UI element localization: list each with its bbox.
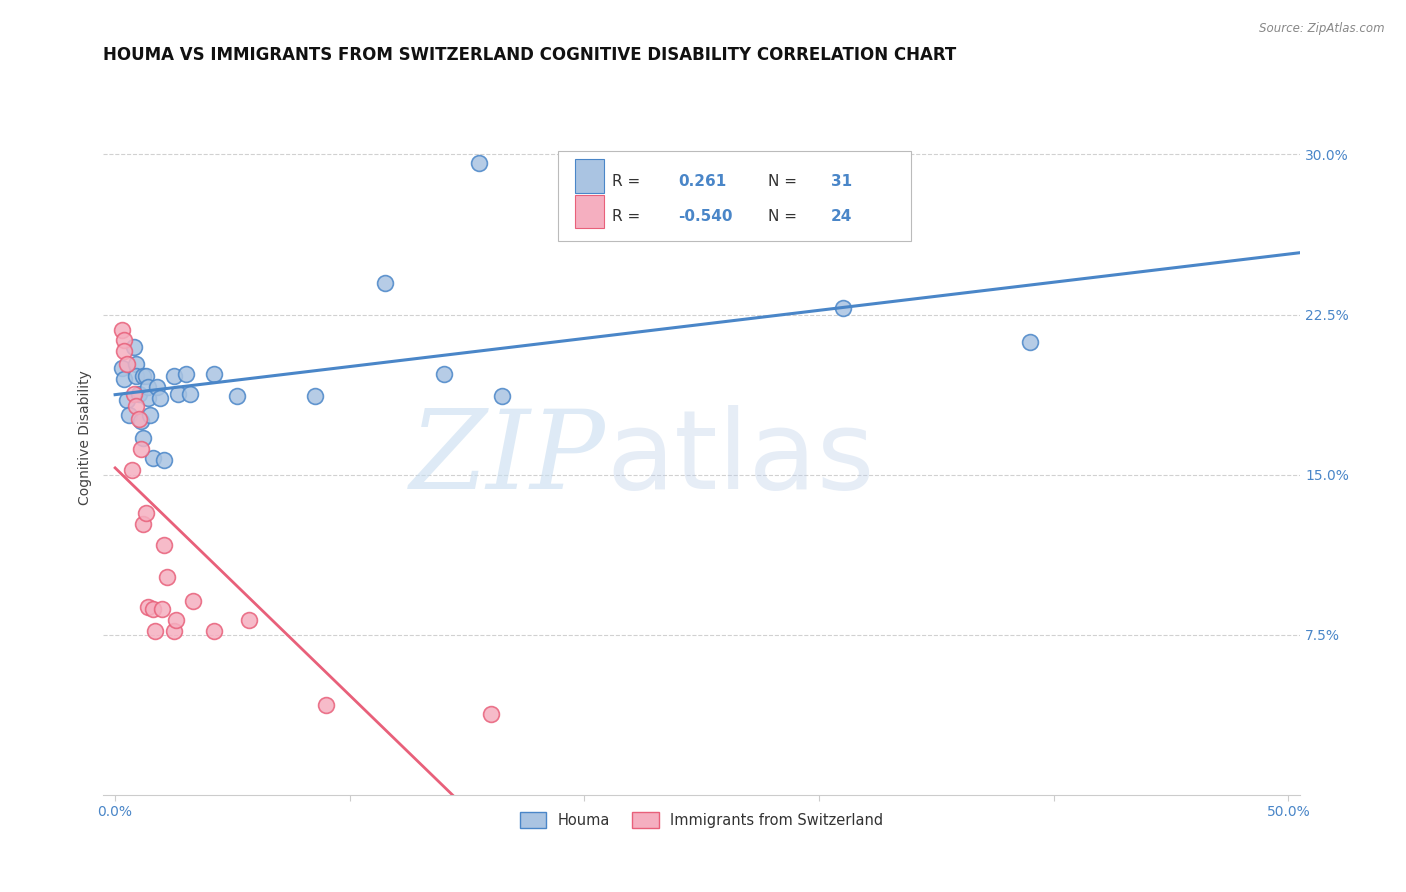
Point — [136, 391, 159, 405]
Point — [142, 450, 165, 465]
Point — [129, 442, 152, 456]
Legend: Houma, Immigrants from Switzerland: Houma, Immigrants from Switzerland — [515, 805, 889, 834]
Point — [121, 463, 143, 477]
Point — [115, 357, 138, 371]
Point — [315, 698, 337, 713]
Point — [181, 593, 204, 607]
Y-axis label: Cognitive Disability: Cognitive Disability — [79, 370, 93, 505]
Text: N =: N = — [768, 209, 797, 224]
Point — [163, 369, 186, 384]
Point — [142, 602, 165, 616]
Point — [139, 408, 162, 422]
Text: N =: N = — [768, 174, 797, 188]
FancyBboxPatch shape — [575, 194, 603, 228]
Point — [122, 386, 145, 401]
Text: 31: 31 — [831, 174, 852, 188]
Text: R =: R = — [612, 174, 640, 188]
Point — [468, 156, 491, 170]
Point — [125, 357, 148, 371]
Point — [115, 392, 138, 407]
Point — [479, 706, 502, 721]
Point — [174, 368, 197, 382]
Point — [125, 400, 148, 414]
Text: atlas: atlas — [606, 405, 875, 512]
Point — [125, 369, 148, 384]
Point — [146, 380, 169, 394]
Point — [831, 301, 853, 315]
Text: ZIP: ZIP — [411, 405, 606, 513]
Point — [114, 371, 136, 385]
Point — [226, 389, 249, 403]
Point — [149, 391, 172, 405]
Point — [179, 386, 201, 401]
Point — [132, 369, 155, 384]
Point — [153, 538, 176, 552]
Point — [374, 276, 396, 290]
Point — [433, 368, 456, 382]
Point — [491, 389, 513, 403]
Point — [129, 414, 152, 428]
Point — [122, 340, 145, 354]
Point — [202, 624, 225, 638]
Point — [128, 412, 150, 426]
Text: 24: 24 — [831, 209, 852, 224]
Point — [111, 322, 134, 336]
FancyBboxPatch shape — [575, 160, 603, 193]
Point — [1019, 335, 1042, 350]
Point — [114, 343, 136, 358]
Text: R =: R = — [612, 209, 640, 224]
Text: HOUMA VS IMMIGRANTS FROM SWITZERLAND COGNITIVE DISABILITY CORRELATION CHART: HOUMA VS IMMIGRANTS FROM SWITZERLAND COG… — [104, 46, 956, 64]
Text: Source: ZipAtlas.com: Source: ZipAtlas.com — [1260, 22, 1385, 36]
Point — [153, 452, 176, 467]
Point — [118, 408, 141, 422]
Point — [143, 624, 166, 638]
Point — [135, 369, 157, 384]
Point — [163, 624, 186, 638]
Point — [136, 600, 159, 615]
Point — [111, 361, 134, 376]
FancyBboxPatch shape — [558, 152, 911, 241]
Point — [167, 386, 190, 401]
Point — [132, 432, 155, 446]
Point — [202, 368, 225, 382]
Point — [114, 333, 136, 347]
Text: 0.261: 0.261 — [678, 174, 725, 188]
Point — [165, 613, 187, 627]
Point — [132, 516, 155, 531]
Point — [238, 613, 260, 627]
Point — [135, 506, 157, 520]
Point — [150, 602, 173, 616]
Point — [156, 570, 179, 584]
Point — [128, 386, 150, 401]
Point — [136, 380, 159, 394]
Text: -0.540: -0.540 — [678, 209, 733, 224]
Point — [304, 389, 326, 403]
